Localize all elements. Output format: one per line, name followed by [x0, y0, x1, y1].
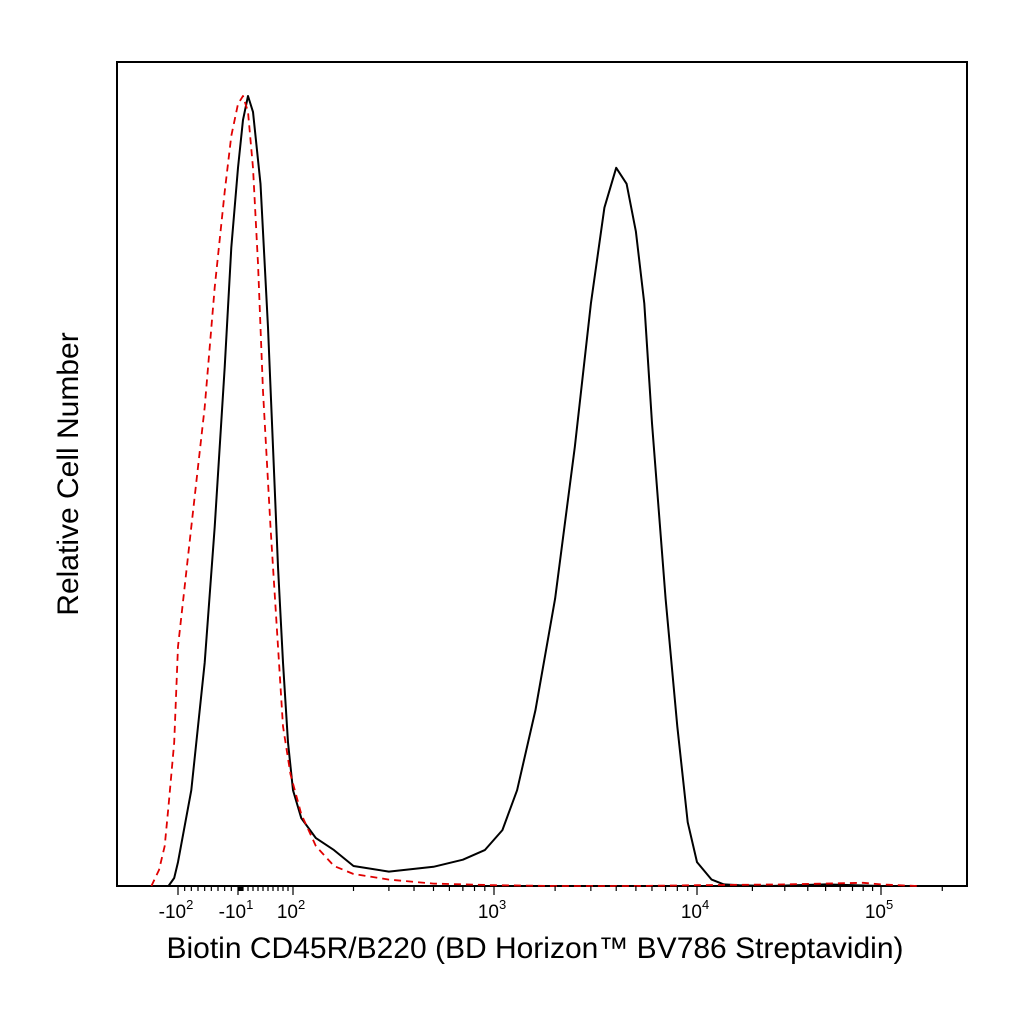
histogram-series-1: [167, 95, 943, 887]
x-tick-label: 105: [865, 897, 893, 923]
x-tick-label: -101: [219, 897, 254, 923]
y-axis-label: Relative Cell Number: [52, 332, 85, 615]
x-axis-label: Biotin CD45R/B220 (BD Horizon™ BV786 Str…: [166, 932, 903, 965]
plot-frame: [116, 61, 968, 887]
histogram-series-2: [150, 95, 917, 887]
series-layer: [150, 95, 943, 887]
x-axis-ticks: -102 -101 102 103 104 105: [159, 886, 943, 923]
x-tick-label: 103: [478, 897, 506, 923]
x-tick-label: 102: [277, 897, 305, 923]
x-tick-label: 104: [681, 897, 709, 923]
x-tick-label: -102: [159, 897, 194, 923]
